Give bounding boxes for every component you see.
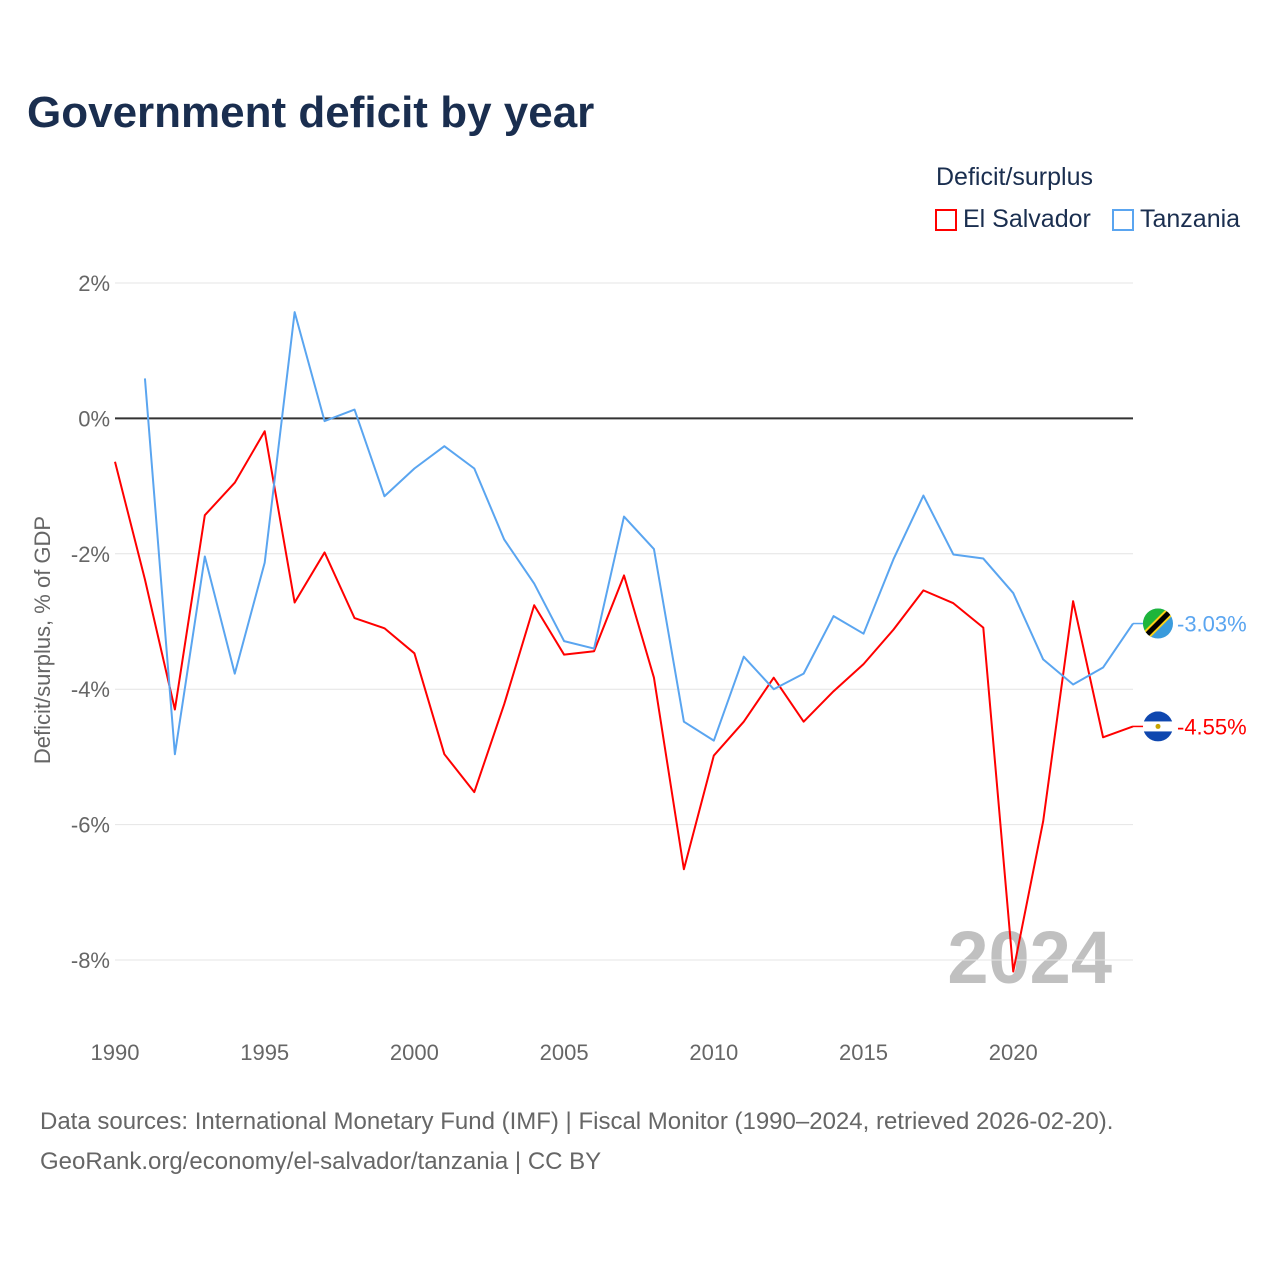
y-tick-label: 2% xyxy=(78,271,110,296)
legend-label: El Salvador xyxy=(963,205,1091,233)
x-tick-label: 2015 xyxy=(839,1040,888,1065)
footer-sources: Data sources: International Monetary Fun… xyxy=(40,1108,1114,1135)
y-tick-label: -4% xyxy=(71,677,110,702)
x-tick-label: 2010 xyxy=(689,1040,738,1065)
y-axis-label: Deficit/surplus, % of GDP xyxy=(30,516,55,764)
chart-title: Government deficit by year xyxy=(27,88,595,137)
end-value-label: -4.55% xyxy=(1177,714,1247,739)
x-tick-label: 2005 xyxy=(540,1040,589,1065)
series-line-el-salvador xyxy=(114,430,1134,973)
legend-swatch xyxy=(935,208,957,231)
el-salvador-flag-icon xyxy=(1143,711,1173,742)
legend-item-el-salvador[interactable]: El Salvador xyxy=(935,205,1091,234)
year-watermark: 2024 xyxy=(947,916,1112,999)
tanzania-flag-icon xyxy=(1143,608,1173,639)
legend-label: Tanzania xyxy=(1140,205,1241,233)
x-tick-label: 1995 xyxy=(240,1040,289,1065)
legend-swatch xyxy=(1112,208,1134,231)
y-tick-label: -6% xyxy=(71,813,110,838)
x-tick-label: 2020 xyxy=(989,1040,1038,1065)
x-tick-label: 1990 xyxy=(91,1040,140,1065)
footer-link[interactable]: GeoRank.org/economy/el-salvador/tanzania… xyxy=(40,1148,602,1175)
legend-title: Deficit/surplus xyxy=(936,163,1093,191)
legend-item-tanzania[interactable]: Tanzania xyxy=(1112,205,1240,234)
x-tick-label: 2000 xyxy=(390,1040,439,1065)
end-value-label: -3.03% xyxy=(1177,612,1247,637)
series-line-tanzania xyxy=(143,311,1134,756)
y-tick-label: 0% xyxy=(78,406,110,431)
y-tick-label: -8% xyxy=(71,948,110,973)
y-tick-label: -2% xyxy=(71,542,110,567)
